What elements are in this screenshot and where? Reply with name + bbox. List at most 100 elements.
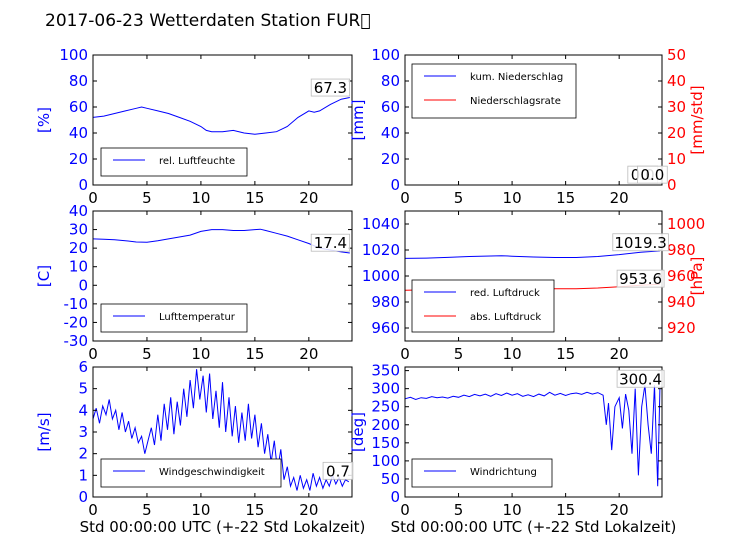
y-tick-label: 60 xyxy=(381,98,400,116)
x-tick-label: 5 xyxy=(454,501,464,519)
y-tick-label: 40 xyxy=(69,124,88,142)
legend: Windrichtung xyxy=(411,458,553,488)
y-tick-label: 5 xyxy=(78,380,88,398)
y-tick-label: 100 xyxy=(59,46,88,64)
annotation-box xyxy=(637,165,668,184)
series-line-6-1 xyxy=(404,385,661,487)
x-tick-label: 0 xyxy=(400,501,410,519)
legend-entry: red. Luftdruck xyxy=(470,288,540,299)
legend: Lufttemperatur xyxy=(100,303,248,333)
y-right-tick-label: 0 xyxy=(667,176,677,194)
y-tick-label: 3 xyxy=(78,423,88,441)
y-axis-label: [deg] xyxy=(349,412,367,452)
annotation-label: 67.3 xyxy=(314,79,347,97)
x-tick-label: 0 xyxy=(400,189,410,207)
legend-box xyxy=(100,303,248,333)
y-tick-label: 40 xyxy=(381,124,400,142)
panel-3: 0 5 10 15 20-30-20-10010203040[C]17.4Lufttem… xyxy=(35,202,353,363)
x-tick-label: 5 xyxy=(142,189,152,207)
y-tick-label: 200 xyxy=(371,416,400,434)
x-tick-label: 10 xyxy=(503,345,522,363)
y-right-tick-label: 50 xyxy=(667,46,686,64)
y-right-tick-label: 40 xyxy=(667,72,686,90)
x-tick-label: 15 xyxy=(245,501,264,519)
y-tick-label: 100 xyxy=(371,452,400,470)
x-tick-label: 5 xyxy=(454,189,464,207)
annotation-label: 953.6 xyxy=(619,270,662,288)
y-tick-label: 20 xyxy=(381,150,400,168)
y-right-tick-label: 920 xyxy=(667,319,696,337)
x-tick-label: 5 xyxy=(142,345,152,363)
x-tick-label: 20 xyxy=(610,189,629,207)
plot-frame xyxy=(404,366,663,498)
x-tick-label: 10 xyxy=(191,189,210,207)
y-tick-label: -30 xyxy=(64,332,89,350)
x-tick-label: 20 xyxy=(610,345,629,363)
series-line-1-1 xyxy=(92,97,350,135)
y-tick-label: 0 xyxy=(390,488,400,506)
legend-entry: Windrichtung xyxy=(470,467,537,478)
plot-frame xyxy=(92,210,353,342)
series-line-3-1 xyxy=(92,228,350,254)
y-tick-label: 20 xyxy=(69,150,88,168)
plot-frame xyxy=(404,54,663,186)
x-tick-label: 10 xyxy=(191,345,210,363)
y-axis-label: [m/s] xyxy=(35,412,53,451)
y-right-tick-label: 980 xyxy=(667,241,696,259)
x-tick-label: 10 xyxy=(503,189,522,207)
legend-box xyxy=(411,279,555,333)
y-tick-label: 4 xyxy=(78,401,88,419)
chart-title: 2017-06-23 Wetterdaten Station FUR  xyxy=(45,11,371,31)
legend-box xyxy=(411,458,553,488)
y-tick-label: 980 xyxy=(371,293,400,311)
series-line-4-1 xyxy=(404,250,660,259)
y-tick-label: 1020 xyxy=(362,241,400,259)
legend-entry: abs. Luftdruck xyxy=(470,312,541,323)
panel-4: 0 5 10 15 2096098010001020104092094096098010… xyxy=(362,210,706,363)
x-tick-label: 0 xyxy=(88,189,98,207)
y-tick-label: 100 xyxy=(371,46,400,64)
legend-entry: rel. Luftfeuchte xyxy=(159,156,235,167)
x-tick-label: 15 xyxy=(245,345,264,363)
y-tick-label: 300 xyxy=(371,380,400,398)
legend-entry: kum. Niederschlag xyxy=(470,72,563,83)
x-tick-label: 15 xyxy=(556,189,575,207)
y-tick-label: 1040 xyxy=(362,215,400,233)
y-right-tick-label: 1000 xyxy=(667,215,705,233)
legend: red. Luftdruck abs. Luftdruck xyxy=(411,279,555,333)
y-axis-label: [%] xyxy=(35,107,53,133)
y-tick-label: 10 xyxy=(69,258,88,276)
y-tick-label: 80 xyxy=(69,72,88,90)
legend-box xyxy=(411,63,577,119)
legend: rel. Luftfeuchte xyxy=(100,147,248,177)
plot-frame xyxy=(92,54,353,186)
y-right-tick-label: 10 xyxy=(667,150,686,168)
y-tick-label: 350 xyxy=(371,362,400,380)
annotation-box xyxy=(616,369,665,388)
annotation-box xyxy=(310,233,351,252)
x-tick-label: 5 xyxy=(454,345,464,363)
annotation-label: 0.0 xyxy=(640,166,664,184)
annotation-label: 300.4 xyxy=(619,370,662,388)
panel-2: 0 5 10 15 20 0 20 40 60 80 100 0 10 20 30 40 50 [mm/std] [… xyxy=(349,46,706,207)
x-axis-label: Std 00:00:00 UTC (+-22 Std Lokalzeit) xyxy=(391,518,677,536)
legend: Windgeschwindigkeit xyxy=(100,458,282,488)
legend-entry: Niederschlagsrate xyxy=(470,96,561,107)
y-right-tick-label: 940 xyxy=(667,293,696,311)
y-right-tick-label: 960 xyxy=(667,267,696,285)
series-line-5-1 xyxy=(92,369,350,491)
y-tick-label: 60 xyxy=(69,98,88,116)
y-tick-label: 2 xyxy=(78,445,88,463)
y-axis-label: [C] xyxy=(35,265,53,287)
y-tick-label: 0 xyxy=(78,488,88,506)
x-tick-label: 20 xyxy=(299,501,318,519)
x-tick-label: 0 xyxy=(88,501,98,519)
panel-1: 0 5 10 15 20 0 20 40 60 80 100 [%] 67.3 rel. Luftfeuc… xyxy=(35,46,353,207)
y-axis-label: [mm] xyxy=(349,100,367,141)
legend: kum. Niederschlag Niederschlagsrate xyxy=(411,63,577,119)
x-tick-label: 5 xyxy=(142,501,152,519)
legend-entry: Lufttemperatur xyxy=(159,312,236,323)
annotation-box xyxy=(322,461,354,480)
